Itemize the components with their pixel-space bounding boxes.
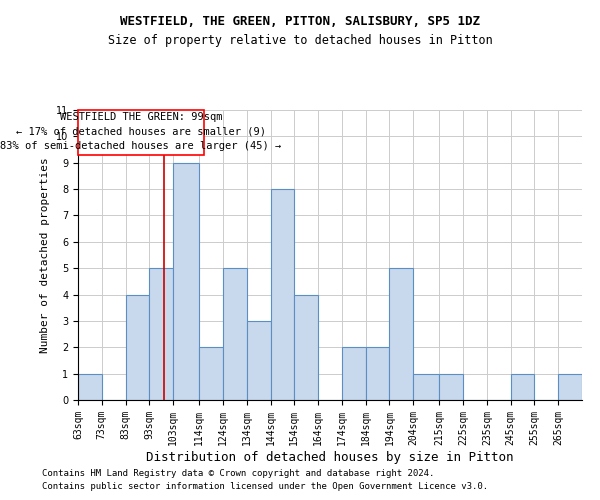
Text: 83% of semi-detached houses are larger (45) →: 83% of semi-detached houses are larger (… (1, 140, 281, 150)
Y-axis label: Number of detached properties: Number of detached properties (40, 157, 50, 353)
Bar (413, 374, 439, 400)
Bar (511, 374, 535, 400)
Bar (365, 348, 389, 400)
Bar (389, 268, 413, 400)
Text: Contains HM Land Registry data © Crown copyright and database right 2024.: Contains HM Land Registry data © Crown c… (42, 468, 434, 477)
Text: WESTFIELD THE GREEN: 99sqm: WESTFIELD THE GREEN: 99sqm (60, 112, 222, 122)
Text: Contains public sector information licensed under the Open Government Licence v3: Contains public sector information licen… (42, 482, 488, 491)
Bar (125, 294, 149, 400)
Bar (173, 162, 199, 400)
Bar (149, 268, 173, 400)
Bar (342, 348, 365, 400)
Bar (78, 374, 102, 400)
Bar (439, 374, 463, 400)
Bar (247, 321, 271, 400)
Text: ← 17% of detached houses are smaller (9): ← 17% of detached houses are smaller (9) (16, 126, 266, 136)
X-axis label: Distribution of detached houses by size in Pitton: Distribution of detached houses by size … (146, 450, 514, 464)
Bar (199, 348, 223, 400)
Text: Size of property relative to detached houses in Pitton: Size of property relative to detached ho… (107, 34, 493, 47)
Bar (223, 268, 247, 400)
Bar (295, 294, 318, 400)
Text: WESTFIELD, THE GREEN, PITTON, SALISBURY, SP5 1DZ: WESTFIELD, THE GREEN, PITTON, SALISBURY,… (120, 15, 480, 28)
FancyBboxPatch shape (78, 110, 204, 155)
Bar (271, 189, 295, 400)
Bar (558, 374, 582, 400)
